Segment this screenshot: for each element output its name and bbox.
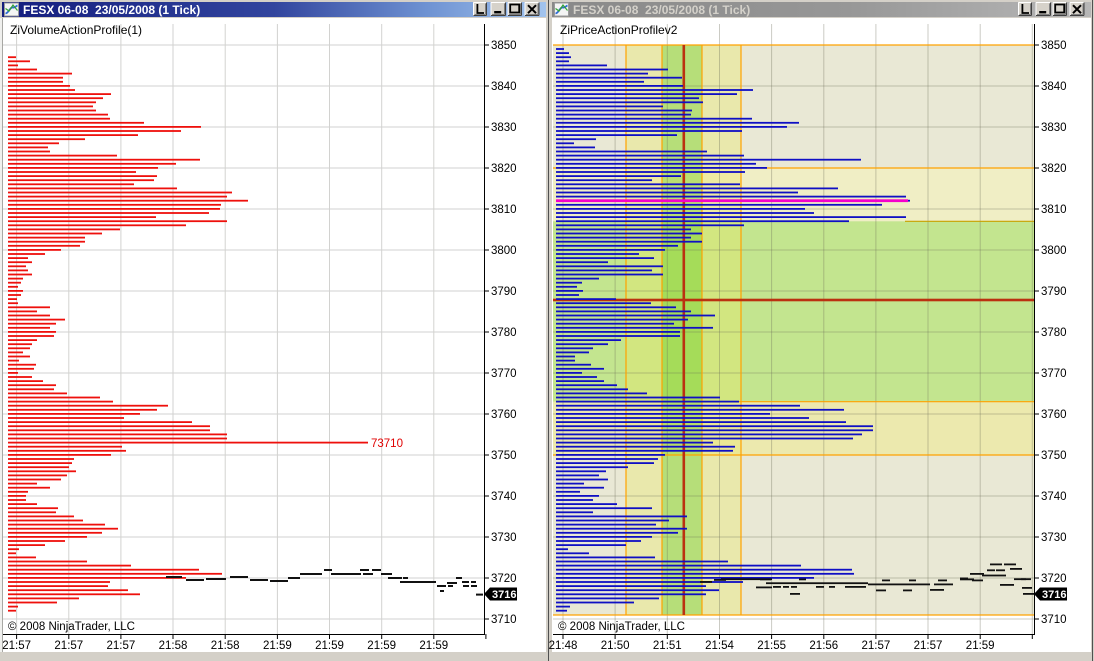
svg-text:ZiPriceActionProfilev2: ZiPriceActionProfilev2 [560, 23, 678, 37]
svg-text:21:55: 21:55 [757, 640, 786, 652]
svg-text:21:48: 21:48 [549, 640, 578, 652]
svg-text:3720: 3720 [491, 573, 517, 585]
svg-text:3780: 3780 [1041, 327, 1067, 339]
svg-text:3810: 3810 [1041, 204, 1067, 216]
svg-text:3750: 3750 [491, 450, 517, 462]
svg-text:21:57: 21:57 [2, 640, 31, 652]
svg-text:3716: 3716 [1042, 589, 1066, 601]
svg-text:3730: 3730 [491, 532, 517, 544]
svg-text:3850: 3850 [1041, 40, 1067, 52]
svg-text:3710: 3710 [1041, 614, 1067, 626]
svg-text:21:57: 21:57 [107, 640, 136, 652]
svg-text:© 2008 NinjaTrader, LLC: © 2008 NinjaTrader, LLC [8, 621, 135, 633]
svg-text:21:58: 21:58 [211, 640, 240, 652]
svg-text:3770: 3770 [1041, 368, 1067, 380]
svg-text:21:51: 21:51 [653, 640, 682, 652]
svg-text:3800: 3800 [491, 245, 517, 257]
svg-text:FESX 06-08 23/05/2008 (1 Tick: FESX 06-08 23/05/2008 (1 Tick) [573, 3, 750, 17]
svg-text:3730: 3730 [1041, 532, 1067, 544]
svg-text:21:57: 21:57 [862, 640, 891, 652]
svg-text:3790: 3790 [1041, 286, 1067, 298]
svg-text:3770: 3770 [491, 368, 517, 380]
svg-text:21:50: 21:50 [601, 640, 630, 652]
svg-text:21:59: 21:59 [367, 640, 396, 652]
svg-text:21:56: 21:56 [809, 640, 838, 652]
svg-text:3830: 3830 [491, 122, 517, 134]
svg-text:21:57: 21:57 [914, 640, 943, 652]
svg-text:3850: 3850 [491, 40, 517, 52]
svg-text:3830: 3830 [1041, 122, 1067, 134]
svg-text:21:59: 21:59 [315, 640, 344, 652]
svg-text:21:59: 21:59 [966, 640, 995, 652]
svg-text:73710: 73710 [371, 438, 403, 450]
svg-text:3710: 3710 [491, 614, 517, 626]
svg-text:3760: 3760 [1041, 409, 1067, 421]
svg-text:21:59: 21:59 [419, 640, 448, 652]
svg-text:3750: 3750 [1041, 450, 1067, 462]
svg-text:3820: 3820 [1041, 163, 1067, 175]
svg-text:© 2008 NinjaTrader, LLC: © 2008 NinjaTrader, LLC [558, 621, 685, 633]
svg-text:FESX 06-08 23/05/2008 (1 Tick: FESX 06-08 23/05/2008 (1 Tick) [23, 3, 200, 17]
svg-text:3800: 3800 [1041, 245, 1067, 257]
svg-text:3790: 3790 [491, 286, 517, 298]
svg-text:21:57: 21:57 [54, 640, 83, 652]
svg-text:3840: 3840 [491, 81, 517, 93]
svg-text:21:58: 21:58 [159, 640, 188, 652]
svg-text:3760: 3760 [491, 409, 517, 421]
svg-text:3780: 3780 [491, 327, 517, 339]
svg-text:3720: 3720 [1041, 573, 1067, 585]
svg-text:3810: 3810 [491, 204, 517, 216]
svg-text:3740: 3740 [491, 491, 517, 503]
svg-text:21:59: 21:59 [263, 640, 292, 652]
svg-text:3740: 3740 [1041, 491, 1067, 503]
svg-text:3716: 3716 [492, 589, 516, 601]
svg-text:ZiVolumeActionProfile(1): ZiVolumeActionProfile(1) [10, 23, 142, 37]
svg-text:3820: 3820 [491, 163, 517, 175]
svg-text:3840: 3840 [1041, 81, 1067, 93]
svg-text:21:54: 21:54 [705, 640, 734, 652]
